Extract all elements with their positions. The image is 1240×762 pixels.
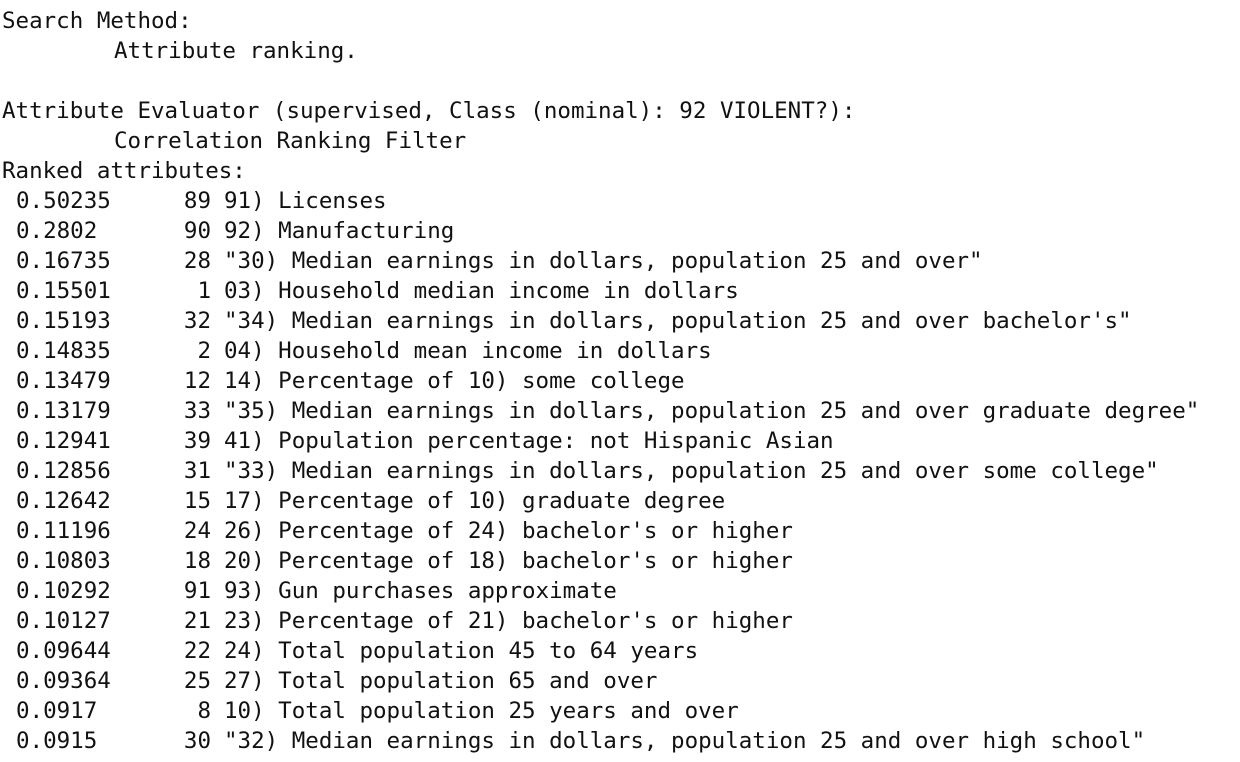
ranked-attribute-name: 26) Percentage of 24) bachelor's or high… (224, 518, 793, 544)
ranked-index: 89 (183, 188, 211, 214)
ranked-attribute-name: 10) Total population 25 years and over (224, 698, 739, 724)
ranked-score: 0.0915 (16, 728, 98, 754)
ranked-index: 25 (183, 668, 211, 694)
ranked-row: 0.50235 89 91) Licenses (2, 186, 1238, 216)
ranked-attribute-name: 03) Household median income in dollars (224, 278, 739, 304)
ranked-attributes-list: 0.50235 89 91) Licenses 0.2802 90 92) Manufa… (2, 186, 1238, 756)
ranked-score: 0.2802 (16, 218, 98, 244)
ranked-row: 0.09364 25 27) Total population 65 and ove… (2, 666, 1238, 696)
ranked-index: 1 (197, 278, 211, 304)
ranked-attribute-name: 93) Gun purchases approximate (224, 578, 617, 604)
ranked-score: 0.13179 (16, 398, 111, 424)
ranked-attribute-name: 92) Manufacturing (224, 218, 455, 244)
search-method-label: Search Method: (2, 8, 192, 34)
ranked-attribute-name: 17) Percentage of 10) graduate degree (224, 488, 726, 514)
ranked-score: 0.10803 (16, 548, 111, 574)
ranked-index: 15 (183, 488, 211, 514)
ranked-score: 0.14835 (16, 338, 111, 364)
ranked-row: 0.10292 91 93) Gun purchases approximate (2, 576, 1238, 606)
ranked-row: 0.16735 28 "30) Median earnings in dollars… (2, 246, 1238, 276)
ranked-index: 8 (197, 698, 211, 724)
ranked-attribute-name: 27) Total population 65 and over (224, 668, 658, 694)
ranked-attribute-name: "34) Median earnings in dollars, populat… (224, 308, 1132, 334)
ranked-score: 0.15501 (16, 278, 111, 304)
ranked-score: 0.16735 (16, 248, 111, 274)
ranked-index: 30 (183, 728, 211, 754)
ranked-attribute-name: 20) Percentage of 18) bachelor's or high… (224, 548, 793, 574)
ranked-attribute-name: 14) Percentage of 10) some college (224, 368, 685, 394)
ranked-score: 0.15193 (16, 308, 111, 334)
ranked-index: 12 (183, 368, 211, 394)
ranked-row: 0.2802 90 92) Manufacturing (2, 216, 1238, 246)
ranked-score: 0.0917 (16, 698, 98, 724)
ranked-score: 0.12856 (16, 458, 111, 484)
ranked-attribute-name: 24) Total population 45 to 64 years (224, 638, 699, 664)
ranked-row: 0.13179 33 "35) Median earnings in dollars… (2, 396, 1238, 426)
weka-output-panel: Search Method: Attribute ranking. Attrib… (2, 6, 1238, 756)
ranked-score: 0.11196 (16, 518, 111, 544)
ranked-index: 28 (183, 248, 211, 274)
ranked-attributes-label: Ranked attributes: (2, 158, 246, 184)
ranked-attribute-name: 04) Household mean income in dollars (224, 338, 712, 364)
ranked-index: 39 (183, 428, 211, 454)
ranked-index: 24 (183, 518, 211, 544)
ranked-score: 0.10127 (16, 608, 111, 634)
ranked-row: 0.12941 39 41) Population percentage: not … (2, 426, 1238, 456)
ranked-score: 0.09644 (16, 638, 111, 664)
ranked-attribute-name: 91) Licenses (224, 188, 387, 214)
ranked-index: 90 (183, 218, 211, 244)
search-method-value: Attribute ranking. (114, 38, 358, 64)
ranked-index: 33 (183, 398, 211, 424)
ranked-index: 31 (183, 458, 211, 484)
ranked-row: 0.15193 32 "34) Median earnings in dollars… (2, 306, 1238, 336)
ranked-index: 21 (183, 608, 211, 634)
ranked-score: 0.12642 (16, 488, 111, 514)
ranked-index: 18 (183, 548, 211, 574)
ranked-row: 0.13479 12 14) Percentage of 10) some coll… (2, 366, 1238, 396)
ranked-index: 2 (197, 338, 211, 364)
ranked-row: 0.0915 30 "32) Median earnings in dollars,… (2, 726, 1238, 756)
attribute-evaluator-value: Correlation Ranking Filter (114, 128, 467, 154)
ranked-index: 32 (183, 308, 211, 334)
ranked-row: 0.14835 2 04) Household mean income in dol… (2, 336, 1238, 366)
ranked-row: 0.09644 22 24) Total population 45 to 64 y… (2, 636, 1238, 666)
ranked-attribute-name: "32) Median earnings in dollars, populat… (224, 728, 1146, 754)
ranked-score: 0.10292 (16, 578, 111, 604)
ranked-attribute-name: 41) Population percentage: not Hispanic … (224, 428, 834, 454)
ranked-score: 0.50235 (16, 188, 111, 214)
ranked-attribute-name: "33) Median earnings in dollars, populat… (224, 458, 1159, 484)
ranked-row: 0.12856 31 "33) Median earnings in dollars… (2, 456, 1238, 486)
ranked-index: 91 (183, 578, 211, 604)
blank-line (2, 66, 1238, 96)
ranked-index: 22 (183, 638, 211, 664)
ranked-attribute-name: "35) Median earnings in dollars, populat… (224, 398, 1200, 424)
ranked-score: 0.09364 (16, 668, 111, 694)
ranked-score: 0.13479 (16, 368, 111, 394)
ranked-row: 0.12642 15 17) Percentage of 10) graduate … (2, 486, 1238, 516)
ranked-row: 0.10803 18 20) Percentage of 18) bachelor'… (2, 546, 1238, 576)
ranked-attribute-name: 23) Percentage of 21) bachelor's or high… (224, 608, 793, 634)
ranked-attribute-name: "30) Median earnings in dollars, populat… (224, 248, 983, 274)
ranked-row: 0.11196 24 26) Percentage of 24) bachelor'… (2, 516, 1238, 546)
ranked-row: 0.10127 21 23) Percentage of 21) bachelor'… (2, 606, 1238, 636)
attribute-evaluator-label: Attribute Evaluator (supervised, Class (… (2, 98, 856, 124)
ranked-row: 0.0917 8 10) Total population 25 years and… (2, 696, 1238, 726)
ranked-score: 0.12941 (16, 428, 111, 454)
ranked-row: 0.15501 1 03) Household median income in d… (2, 276, 1238, 306)
